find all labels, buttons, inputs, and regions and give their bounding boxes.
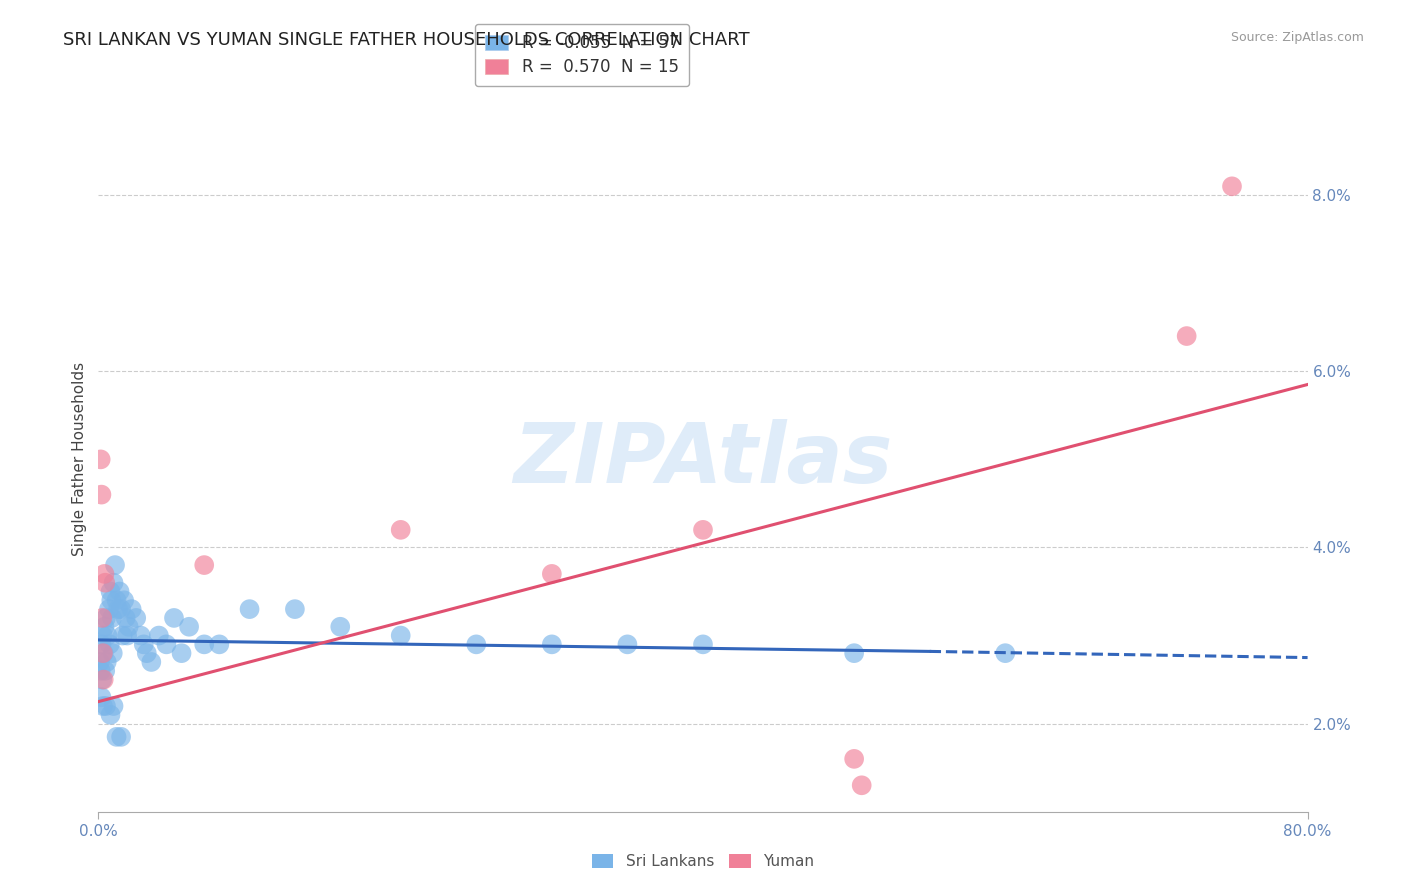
Point: [110, 602, 132, 616]
Point: [692, 523, 714, 537]
Point: [540, 566, 562, 581]
Point: [90, 452, 112, 467]
Point: [105, 730, 128, 744]
Point: [91, 673, 114, 687]
Point: [96, 655, 118, 669]
Point: [100, 707, 122, 722]
Point: [135, 646, 157, 660]
Point: [91, 699, 114, 714]
Point: [851, 778, 873, 792]
Point: [94, 664, 117, 678]
Point: [94, 611, 117, 625]
Point: [93, 566, 115, 581]
Point: [208, 637, 231, 651]
Legend: Sri Lankans, Yuman: Sri Lankans, Yuman: [586, 848, 820, 875]
Point: [465, 637, 488, 651]
Point: [90, 664, 112, 678]
Point: [389, 523, 412, 537]
Point: [540, 637, 562, 651]
Point: [105, 593, 128, 607]
Point: [121, 602, 143, 616]
Text: ZIPAtlas: ZIPAtlas: [513, 419, 893, 500]
Point: [389, 629, 412, 643]
Point: [844, 752, 866, 766]
Point: [1175, 329, 1198, 343]
Point: [91, 646, 114, 660]
Point: [98, 602, 121, 616]
Point: [163, 611, 186, 625]
Point: [148, 629, 170, 643]
Point: [91, 629, 114, 643]
Point: [114, 611, 136, 625]
Point: [692, 637, 714, 651]
Point: [103, 699, 125, 714]
Point: [96, 629, 118, 643]
Point: [111, 629, 134, 643]
Point: [108, 584, 131, 599]
Point: [284, 602, 307, 616]
Point: [103, 575, 125, 590]
Point: [115, 629, 138, 643]
Point: [101, 611, 124, 625]
Point: [125, 611, 148, 625]
Point: [193, 558, 215, 573]
Point: [101, 646, 124, 660]
Point: [93, 646, 115, 660]
Point: [104, 558, 127, 573]
Point: [132, 637, 155, 651]
Point: [90, 690, 112, 705]
Text: Source: ZipAtlas.com: Source: ZipAtlas.com: [1230, 31, 1364, 45]
Point: [170, 646, 193, 660]
Point: [94, 575, 117, 590]
Point: [329, 620, 352, 634]
Point: [616, 637, 638, 651]
Point: [155, 637, 177, 651]
Point: [107, 602, 129, 616]
Point: [90, 487, 112, 501]
Point: [93, 673, 115, 687]
Point: [193, 637, 215, 651]
Point: [994, 646, 1017, 660]
Point: [91, 611, 114, 625]
Legend: R = -0.055  N = 57, R =  0.570  N = 15: R = -0.055 N = 57, R = 0.570 N = 15: [475, 24, 689, 87]
Point: [1220, 179, 1243, 194]
Point: [89, 655, 111, 669]
Point: [129, 629, 152, 643]
Point: [94, 699, 117, 714]
Point: [100, 593, 122, 607]
Point: [100, 584, 122, 599]
Point: [90, 637, 112, 651]
Y-axis label: Single Father Households: Single Father Households: [72, 362, 87, 557]
Point: [110, 730, 132, 744]
Point: [112, 593, 135, 607]
Point: [93, 620, 115, 634]
Point: [141, 655, 163, 669]
Point: [118, 620, 141, 634]
Point: [98, 637, 121, 651]
Point: [179, 620, 201, 634]
Text: SRI LANKAN VS YUMAN SINGLE FATHER HOUSEHOLDS CORRELATION CHART: SRI LANKAN VS YUMAN SINGLE FATHER HOUSEH…: [63, 31, 749, 49]
Point: [844, 646, 866, 660]
Point: [239, 602, 262, 616]
